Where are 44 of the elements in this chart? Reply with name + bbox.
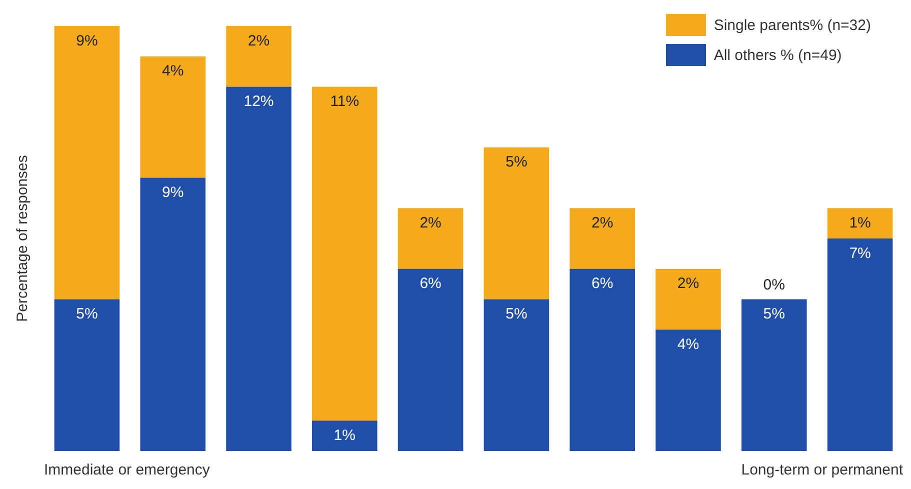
text: Immediate or emergency (44, 462, 210, 479)
data-label: 2% (677, 275, 700, 292)
bar (656, 268, 721, 330)
legend-label: All others % (n=49) (714, 46, 842, 64)
bar (570, 268, 635, 451)
y-axis-title: Percentage of responses (14, 155, 32, 322)
bar (742, 299, 807, 451)
bar (54, 26, 120, 300)
bar (656, 330, 721, 451)
bar (570, 208, 635, 269)
data-label: 2% (592, 214, 614, 232)
text: Long-term or permanent (741, 462, 904, 479)
data-label: 4% (162, 62, 184, 80)
data-label: 7% (849, 244, 871, 262)
bar (54, 299, 120, 451)
bar (312, 420, 378, 451)
bar (140, 56, 206, 178)
bar (140, 178, 206, 451)
data-label: 2% (248, 32, 270, 50)
data-label: 5% (506, 306, 528, 323)
data-label: 12% (244, 93, 274, 110)
bar (226, 86, 292, 451)
data-label: 9% (162, 184, 184, 202)
data-label: 9% (76, 32, 98, 50)
bar (484, 147, 550, 300)
data-label: 2% (420, 214, 442, 232)
bar (398, 208, 464, 269)
data-label: 11% (330, 93, 360, 110)
data-label: 1% (334, 426, 356, 444)
data-label: 1% (849, 214, 871, 232)
data-label: 4% (677, 336, 700, 353)
bar (484, 299, 550, 451)
data-label: 6% (592, 275, 614, 292)
data-label: 5% (76, 306, 98, 323)
bar (827, 208, 893, 238)
bar (312, 86, 378, 421)
data-label: 6% (420, 275, 442, 292)
data-label: 5% (763, 306, 785, 323)
bar (398, 268, 464, 451)
legend-label: Single parents% (n=32) (714, 16, 871, 34)
data-label: 5% (506, 154, 528, 171)
data-label: 0% (763, 276, 785, 294)
bar (226, 26, 292, 87)
bar (827, 238, 893, 451)
